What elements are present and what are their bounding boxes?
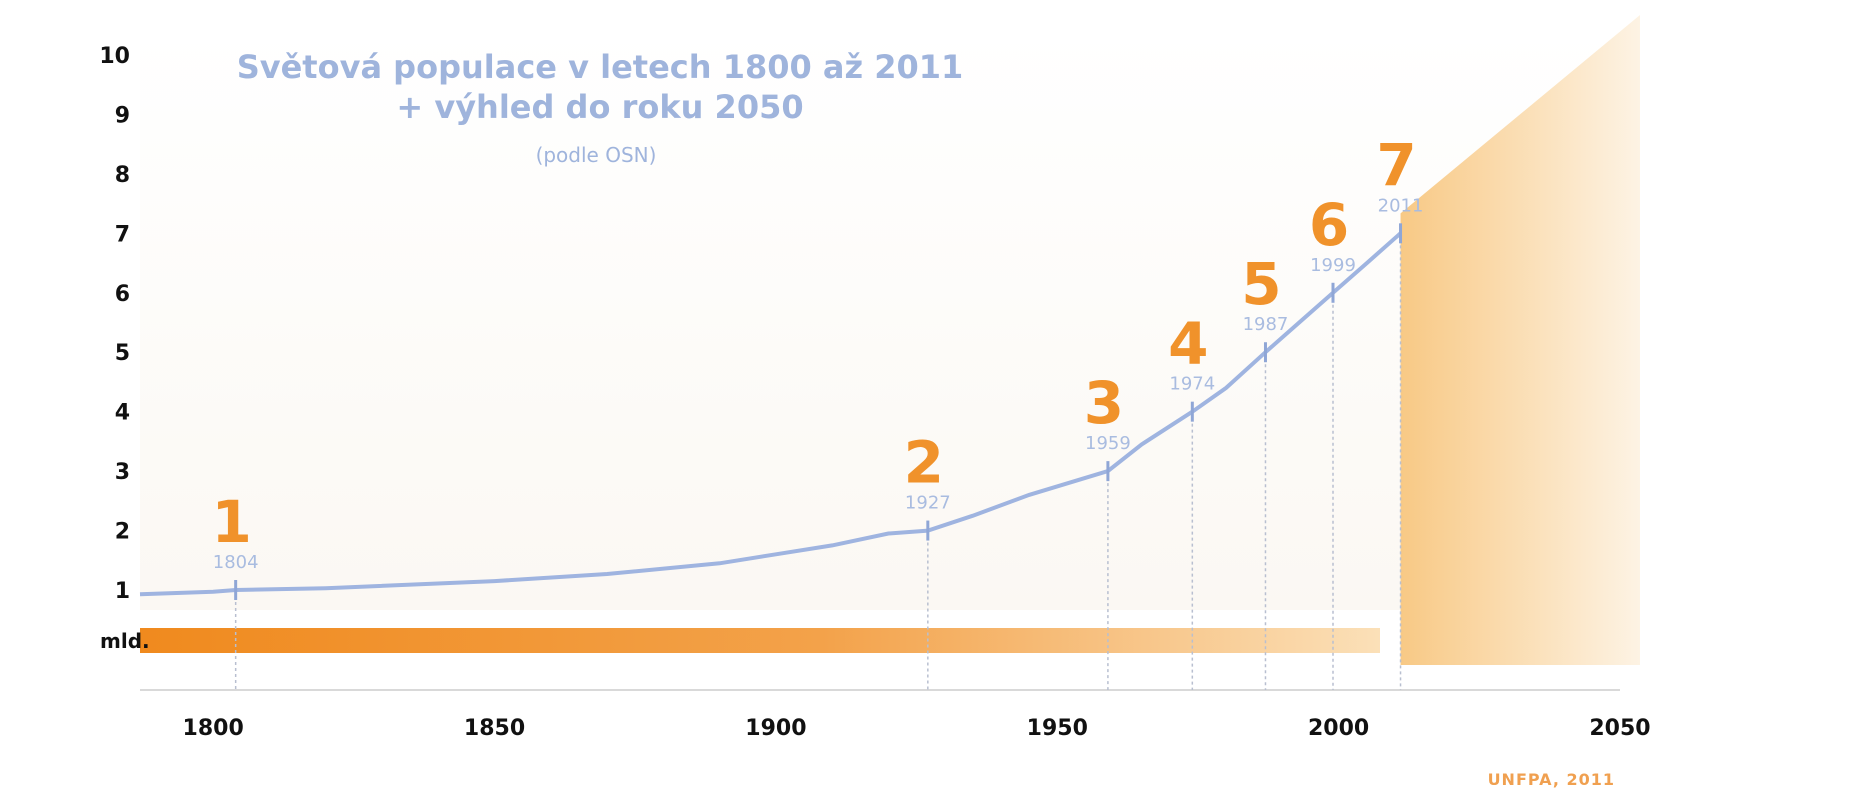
x-tick-label: 2000 — [1308, 716, 1369, 741]
x-tick-label: 1950 — [1027, 716, 1088, 741]
plot-background — [140, 30, 1620, 610]
x-tick-label: 1800 — [183, 716, 244, 741]
population-line — [139, 231, 1402, 597]
y-tick-label: 2 — [115, 520, 130, 545]
x-tick-label: 1850 — [464, 716, 525, 741]
projection-area — [1400, 15, 1640, 665]
y-tick-label: 10 — [99, 44, 130, 69]
y-tick-label: 4 — [115, 401, 130, 426]
milestone-billion: 7 — [1376, 131, 1416, 199]
x-tick-label: 1900 — [745, 716, 806, 741]
chart-title-line2: + výhled do roku 2050 — [396, 88, 803, 126]
chart-title-line1: Světová populace v letech 1800 až 2011 — [237, 48, 964, 86]
milestone-billion: 1 — [211, 488, 251, 556]
milestone-billion: 5 — [1241, 250, 1281, 318]
milestone-year: 1804 — [213, 552, 259, 573]
milestone-year: 1999 — [1310, 255, 1356, 276]
milestone-year: 1959 — [1085, 433, 1131, 454]
y-unit-label: mld. — [100, 629, 150, 653]
y-tick-label: 1 — [115, 579, 130, 604]
y-tick-label: 8 — [115, 163, 130, 188]
x-tick-label: 2050 — [1589, 716, 1650, 741]
chart-subtitle: (podle OSN) — [536, 143, 657, 167]
milestone-billion: 4 — [1168, 310, 1208, 378]
y-tick-label: 5 — [115, 341, 130, 366]
milestone-year: 2011 — [1378, 195, 1424, 216]
y-tick-label: 7 — [115, 222, 130, 247]
milestone-billion: 2 — [904, 429, 944, 497]
milestone-year: 1974 — [1169, 374, 1215, 395]
milestone-year: 1927 — [905, 493, 951, 514]
source-label: UNFPA, 2011 — [1488, 770, 1615, 789]
milestone-billion: 6 — [1309, 191, 1349, 259]
milestone-billion: 3 — [1084, 369, 1124, 437]
unit-band — [140, 628, 1380, 653]
y-tick-label: 3 — [115, 460, 130, 485]
milestone-year: 1987 — [1243, 314, 1289, 335]
y-tick-label: 9 — [115, 103, 130, 128]
y-tick-label: 6 — [115, 282, 130, 307]
